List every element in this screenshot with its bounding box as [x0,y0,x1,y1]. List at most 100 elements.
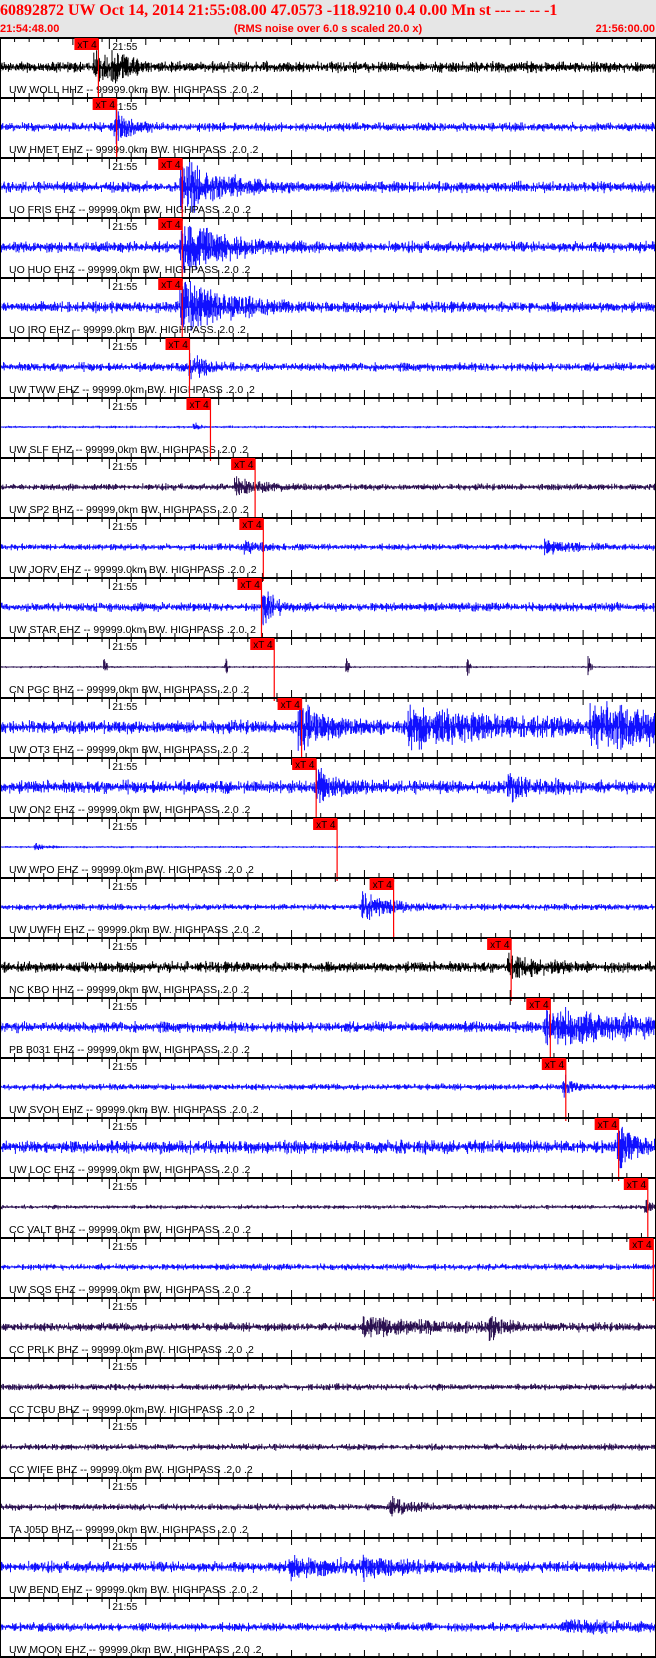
waveform [0,1554,656,1582]
waveform [0,843,656,851]
pick-box [74,38,99,50]
trace-13: 21:55 UW ON2 EHZ -- 99999.0km BW. HIGHPAS… [0,757,656,821]
station-label: UW BEND EHZ -- 99999.0km BW. HIGHPASS .2… [9,1584,258,1596]
minute-label: 21:55 [112,822,137,833]
pick-box [487,938,512,950]
station-label: UO FRIS EHZ -- 99999.0km BW. HIGHPASS .2… [9,204,251,216]
minute-label: 21:55 [112,462,137,473]
pick-label: xT 4 [234,460,254,471]
waveform [0,422,656,430]
waveform [0,50,656,84]
station-label: CC PRLK BHZ -- 99999.0km BW. HIGHPASS .2… [9,1344,254,1356]
trace-25: 21:55 TA J05D BHZ -- 99999.0km BW. HIGHPA… [0,1477,656,1537]
pick-label: xT 4 [627,1180,647,1191]
pick-label: xT 4 [281,700,301,711]
station-label: UW WPO EHZ -- 99999.0km BW. HIGHPASS .2.… [9,864,254,876]
pick-label: xT 4 [316,820,336,831]
station-label: UW OT3 EHZ -- 99999.0km BW. HIGHPASS .2.… [9,744,249,756]
pick-box [629,1238,654,1250]
trace-17: 21:55 PB B031 EHZ -- 99999.0km BW. HIGHPA… [0,997,656,1061]
pick-box [165,338,190,350]
station-label: UW SLF EHZ -- 99999.0km BW. HIGHPASS .2.… [9,444,248,456]
waveform [0,1316,656,1341]
minute-label: 21:55 [112,1242,137,1253]
pick-label: xT 4 [632,1240,652,1251]
minute-label: 21:55 [112,1002,137,1013]
pick-label: xT 4 [598,1120,618,1131]
pick-label: xT 4 [161,160,181,171]
pick-box [186,398,211,410]
station-label: UW UWFH EHZ -- 99999.0km BW. HIGHPASS .2… [9,924,260,936]
pick-box [158,158,183,170]
minute-label: 21:55 [112,1122,137,1133]
minute-label: 21:55 [112,762,137,773]
pick-label: xT 4 [242,520,262,531]
station-label: NC KBO HHZ -- 99999.0km BW. HIGHPASS .2.… [9,984,249,996]
minute-label: 21:55 [112,702,137,713]
event-title: 60892872 UW Oct 14, 2014 21:55:08.00 47.… [0,2,558,19]
station-label: UW HMET EHZ -- 99999.0km BW. HIGHPASS .2… [9,144,258,156]
waveform [0,476,656,496]
seismogram-plot: 21:55 UW WOLL HHZ -- 99999.0km BW. HIGHPA… [0,37,656,1658]
station-label: PB B031 EHZ -- 99999.0km BW. HIGHPASS .2… [9,1044,250,1056]
pick-box [158,278,183,290]
waveform [0,1383,656,1391]
pick-box [313,818,338,830]
waveform [0,768,656,803]
trace-10: 21:55 UW STAR EHZ -- 99999.0km BW. HIGHPA… [0,577,656,641]
minute-label: 21:55 [112,102,137,113]
noise-note: (RMS noise over 6.0 s scaled 20.0 x) [233,23,423,35]
pick-box [526,998,551,1010]
minute-label: 21:55 [112,402,137,413]
station-label: UW TWW EHZ -- 99999.0km BW. HIGHPASS .2.… [9,384,255,396]
trace-20: 21:55 CC VALT BHZ -- 99999.0km BW. HIGHPA… [0,1177,656,1241]
minute-label: 21:55 [112,1542,137,1553]
station-label: UW SP2 BHZ -- 99999.0km BW. HIGHPASS .2.… [9,504,249,516]
pick-label: xT 4 [373,880,393,891]
waveform [0,701,656,751]
pick-box [594,1118,619,1130]
minute-label: 21:55 [112,1422,137,1433]
waveform [0,1263,656,1271]
trace-18: 21:55 UW SVOH EHZ -- 99999.0km BW. HIGHPA… [0,1057,656,1121]
minute-label: 21:55 [112,582,137,593]
waveform [0,538,656,556]
trace-19: 21:55 UW LOC EHZ -- 99999.0km BW. HIGHPAS… [0,1117,656,1181]
station-label: CN PGC BHZ -- 99999.0km BW. HIGHPASS .2.… [9,684,249,696]
pick-box [623,1178,648,1190]
waveform [0,952,656,979]
pick-label: xT 4 [529,1000,549,1011]
minute-label: 21:55 [112,1302,137,1313]
minute-label: 21:55 [112,942,137,953]
station-label: UW LOC EHZ -- 99999.0km BW. HIGHPASS .2.… [9,1164,251,1176]
pick-label: xT 4 [169,340,189,351]
station-label: UW STAR EHZ -- 99999.0km BW. HIGHPASS .2… [9,624,256,636]
minute-label: 21:55 [112,342,137,353]
trace-12: 21:55 UW OT3 EHZ -- 99999.0km BW. HIGHPAS… [0,697,656,761]
trace-1: 21:55 UW WOLL HHZ -- 99999.0km BW. HIGHPA… [0,37,656,101]
trace-8: 21:55 UW SP2 BHZ -- 99999.0km BW. HIGHPAS… [0,457,656,521]
pick-box [277,698,302,710]
minute-label: 21:55 [112,1602,137,1613]
trace-22: 21:55 CC PRLK BHZ -- 99999.0km BW. HIGHPA… [0,1297,656,1357]
waveform [0,1199,656,1213]
minute-label: 21:55 [112,1182,137,1193]
waveform [0,891,656,920]
pick-label: xT 4 [161,220,181,231]
trace-4: 21:55 UO HUO EHZ -- 99999.0km BW. HIGHPAS… [0,217,656,281]
waveform [0,281,656,331]
pick-label: xT 4 [253,640,273,651]
waveform [0,107,656,145]
pick-box [369,878,394,890]
waveform [0,353,656,380]
pick-box [92,98,117,110]
pick-box [541,1058,566,1070]
station-label: TA J05D BHZ -- 99999.0km BW. HIGHPASS .2… [9,1524,248,1536]
station-label: UW JORV EHZ -- 99999.0km BW. HIGHPASS .2… [9,564,257,576]
waveform [0,1496,656,1517]
waveform [0,225,656,273]
waveform [0,1619,656,1635]
trace-24: 21:55 CC WIFE BHZ -- 99999.0km BW. HIGHPA… [0,1417,656,1477]
trace-14: 21:55 UW WPO EHZ -- 99999.0km BW. HIGHPAS… [0,817,656,881]
station-label: UW SVOH EHZ -- 99999.0km BW. HIGHPASS .2… [9,1104,259,1116]
